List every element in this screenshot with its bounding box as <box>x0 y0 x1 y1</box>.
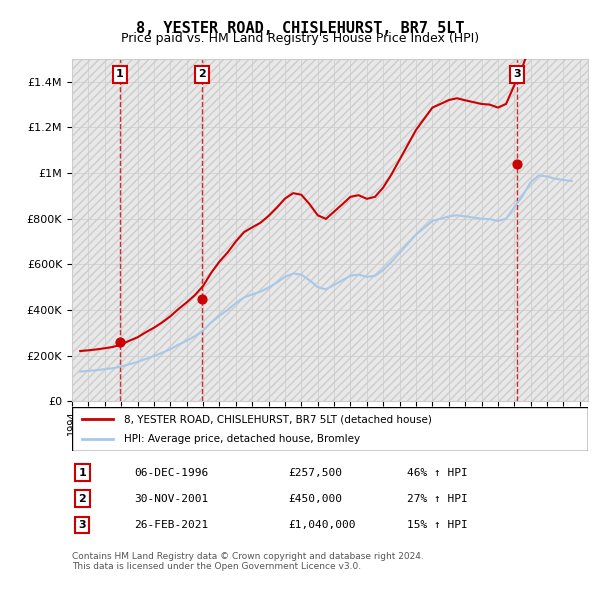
Text: Contains HM Land Registry data © Crown copyright and database right 2024.
This d: Contains HM Land Registry data © Crown c… <box>72 552 424 571</box>
Text: £257,500: £257,500 <box>289 468 343 477</box>
Text: Price paid vs. HM Land Registry's House Price Index (HPI): Price paid vs. HM Land Registry's House … <box>121 32 479 45</box>
Text: 3: 3 <box>513 69 521 79</box>
Text: 26-FEB-2021: 26-FEB-2021 <box>134 520 208 530</box>
Text: £1,040,000: £1,040,000 <box>289 520 356 530</box>
Text: 46% ↑ HPI: 46% ↑ HPI <box>407 468 468 477</box>
Point <box>197 294 206 303</box>
Text: £450,000: £450,000 <box>289 494 343 504</box>
FancyBboxPatch shape <box>72 407 588 451</box>
Text: 06-DEC-1996: 06-DEC-1996 <box>134 468 208 477</box>
Text: 30-NOV-2001: 30-NOV-2001 <box>134 494 208 504</box>
Point <box>512 159 521 169</box>
Text: HPI: Average price, detached house, Bromley: HPI: Average price, detached house, Brom… <box>124 434 360 444</box>
Text: 2: 2 <box>198 69 206 79</box>
Point <box>115 337 125 347</box>
Text: 2: 2 <box>79 494 86 504</box>
Text: 8, YESTER ROAD, CHISLEHURST, BR7 5LT (detached house): 8, YESTER ROAD, CHISLEHURST, BR7 5LT (de… <box>124 415 431 424</box>
Text: 27% ↑ HPI: 27% ↑ HPI <box>407 494 468 504</box>
Text: 1: 1 <box>116 69 124 79</box>
Text: 15% ↑ HPI: 15% ↑ HPI <box>407 520 468 530</box>
Text: 8, YESTER ROAD, CHISLEHURST, BR7 5LT: 8, YESTER ROAD, CHISLEHURST, BR7 5LT <box>136 21 464 35</box>
Text: 1: 1 <box>79 468 86 477</box>
Text: 3: 3 <box>79 520 86 530</box>
